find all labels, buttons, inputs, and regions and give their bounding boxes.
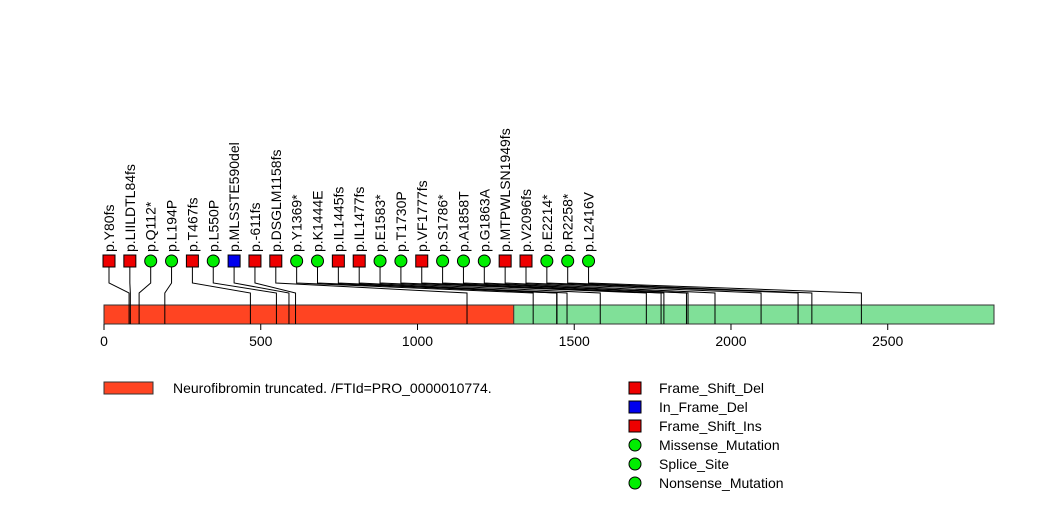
mutation-leader-0 <box>108 261 130 324</box>
mutation-marker-14 <box>394 254 408 268</box>
mutation-leader-15 <box>421 261 662 324</box>
mutation-marker-16 <box>436 254 450 268</box>
mutation-label-12: p.IL1477fs <box>351 187 367 252</box>
mutation-marker-9 <box>290 254 304 268</box>
mutation-label-3: p.L194P <box>164 200 180 252</box>
x-tick-label-1500: 1500 <box>559 333 590 349</box>
mutation-marker-2 <box>144 254 158 268</box>
type-legend-label-0: Frame_Shift_Del <box>659 380 764 396</box>
type-legend-label-5: Nonsense_Mutation <box>659 475 784 491</box>
type-legend-marker-5 <box>628 476 642 490</box>
mutation-leader-19 <box>504 261 716 324</box>
mutation-marker-18 <box>477 254 491 268</box>
mutation-label-22: p.R2258* <box>560 193 576 252</box>
mutation-label-16: p.S1786* <box>435 194 451 252</box>
mutation-leader-16 <box>442 261 665 324</box>
mutation-leader-18 <box>483 261 689 324</box>
mutation-label-0: p.Y80fs <box>101 205 117 252</box>
type-legend-label-2: Frame_Shift_Ins <box>659 418 762 434</box>
x-tick-label-1000: 1000 <box>402 333 433 349</box>
mutation-leader-13 <box>379 261 601 324</box>
mutation-leader-22 <box>567 261 813 324</box>
mutation-leader-11 <box>337 261 558 324</box>
mutation-label-11: p.IL1445fs <box>330 187 346 252</box>
mutation-label-1: p.LIILDTL84fs <box>122 164 138 252</box>
mutation-label-18: p.G1863A <box>476 188 492 252</box>
mutation-leader-17 <box>462 261 687 324</box>
mutation-marker-4 <box>185 254 199 268</box>
domain-legend-swatch-0 <box>103 381 154 395</box>
type-legend-marker-2 <box>628 419 642 433</box>
type-legend-marker-1 <box>628 400 642 414</box>
x-tick-label-2000: 2000 <box>715 333 746 349</box>
mutation-marker-5 <box>206 254 220 268</box>
x-tick-label-500: 500 <box>249 333 273 349</box>
mutation-label-15: p.VF1777fs <box>414 180 430 252</box>
mutation-leader-9 <box>296 261 534 324</box>
mutation-label-6: p.MLSSTE590del <box>226 142 242 252</box>
mutation-label-5: p.L550P <box>205 200 221 252</box>
mutation-leader-14 <box>400 261 647 324</box>
mutation-marker-8 <box>269 254 283 268</box>
x-tick-label-0: 0 <box>100 333 108 349</box>
mutation-marker-7 <box>248 254 262 268</box>
mutation-marker-20 <box>519 254 533 268</box>
mutation-label-8: p.DSGLM1158fs <box>268 150 284 252</box>
domain-legend-label-0: Neurofibromin truncated. /FTId=PRO_00000… <box>173 380 492 396</box>
mutation-marker-17 <box>456 254 470 268</box>
mutation-leader-7 <box>254 261 297 324</box>
mutation-label-2: p.Q112* <box>143 201 159 252</box>
mutation-label-19: p.MTPWLSN1949fs <box>497 128 513 252</box>
mutation-marker-13 <box>373 254 387 268</box>
mutation-leader-21 <box>546 261 799 324</box>
mutation-label-13: p.E1583* <box>372 194 388 252</box>
mutation-label-9: p.Y1369* <box>289 194 305 252</box>
mutation-leader-5 <box>212 261 277 324</box>
x-tick-label-2500: 2500 <box>872 333 903 349</box>
mutation-label-17: p.A1858T <box>455 191 471 252</box>
mutation-marker-12 <box>352 254 366 268</box>
mutation-marker-23 <box>582 254 596 268</box>
mutation-label-4: p.T467fs <box>184 198 200 252</box>
mutation-leader-20 <box>525 261 762 324</box>
mutation-label-23: p.L2416V <box>581 191 597 252</box>
mutation-marker-22 <box>561 254 575 268</box>
domain-bar-1 <box>513 304 995 325</box>
mutation-label-10: p.K1444E <box>310 191 326 253</box>
type-legend-label-1: In_Frame_Del <box>659 399 748 415</box>
type-legend-marker-4 <box>628 457 642 471</box>
mutation-label-20: p.V2096fs <box>518 189 534 252</box>
domain-bar-0 <box>103 304 515 325</box>
mutation-label-14: p.T1730P <box>393 191 409 252</box>
mutation-marker-10 <box>311 254 324 268</box>
mutation-leader-4 <box>191 261 251 324</box>
mutation-label-7: p.-611fs <box>247 202 263 252</box>
type-legend-label-4: Splice_Site <box>659 456 729 472</box>
type-legend-label-3: Missense_Mutation <box>659 437 780 453</box>
mutation-marker-6 <box>227 254 241 268</box>
mutation-marker-19 <box>498 254 512 268</box>
mutation-marker-1 <box>123 254 137 268</box>
mutation-label-21: p.E2214* <box>539 194 555 252</box>
mutation-leader-23 <box>588 261 862 324</box>
mutation-marker-11 <box>331 254 345 268</box>
mutation-marker-15 <box>415 254 429 268</box>
mutation-leader-3 <box>164 261 173 324</box>
mutation-leader-12 <box>358 261 568 324</box>
mutation-marker-21 <box>540 254 554 268</box>
mutation-leader-2 <box>138 261 152 324</box>
mutation-marker-3 <box>165 254 179 268</box>
type-legend-marker-3 <box>628 438 642 452</box>
mutation-marker-0 <box>102 254 116 268</box>
type-legend-marker-0 <box>628 381 642 395</box>
mutation-leader-6 <box>233 261 290 324</box>
mutation-leader-8 <box>275 261 468 324</box>
